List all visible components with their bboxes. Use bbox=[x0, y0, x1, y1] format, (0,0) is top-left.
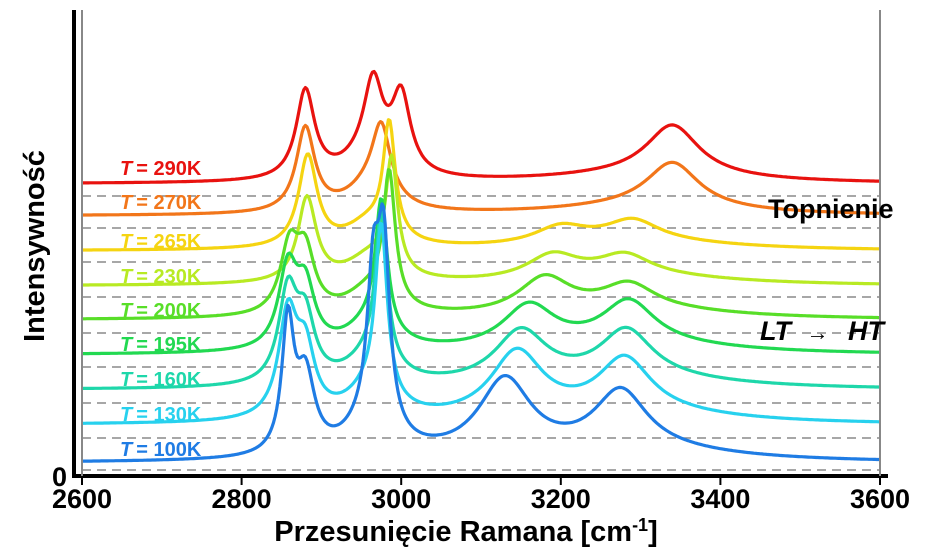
series-label-6: T = 160K bbox=[120, 369, 202, 391]
series-label-1: T = 270K bbox=[120, 192, 202, 214]
annotation-lt: LT bbox=[760, 316, 793, 346]
annotation-ht: HT bbox=[848, 316, 886, 346]
series-line-8 bbox=[81, 202, 880, 463]
series-label-5: T = 195K bbox=[120, 334, 202, 356]
series-label-7: T = 130K bbox=[120, 404, 202, 426]
series-label-value-2: = 265K bbox=[136, 231, 202, 253]
series-label-value-8: = 100K bbox=[136, 439, 202, 461]
series-line-4 bbox=[82, 168, 880, 321]
series-label-prefix-2: T bbox=[120, 231, 134, 253]
annotation-arrow: → bbox=[807, 320, 829, 345]
x-tick-label-1: 2800 bbox=[212, 484, 272, 514]
annotation-transition: LT → HT bbox=[760, 316, 887, 346]
annotation-melting: Topnienie bbox=[768, 194, 894, 224]
x-axis-title: Przesunięcie Ramana [cm-1] bbox=[274, 515, 658, 548]
series-label-2: T = 265K bbox=[120, 231, 202, 253]
series-label-prefix-0: T bbox=[120, 158, 134, 180]
series-label-prefix-3: T bbox=[120, 266, 134, 288]
x-tick-label-3: 3200 bbox=[531, 484, 591, 514]
series-line-1 bbox=[82, 120, 880, 217]
series-label-value-4: = 200K bbox=[136, 300, 202, 322]
series-label-value-5: = 195K bbox=[136, 334, 202, 356]
series-line-5 bbox=[82, 197, 881, 356]
series-label-value-3: = 230K bbox=[136, 266, 202, 288]
x-tick-label-5: 3600 bbox=[850, 484, 910, 514]
series-label-4: T = 200K bbox=[120, 300, 202, 322]
x-axis-title-suffix: ] bbox=[648, 516, 658, 548]
x-axis-title-sup: -1 bbox=[632, 515, 648, 535]
series-line-0 bbox=[82, 69, 881, 185]
x-tick-label-2: 3000 bbox=[371, 484, 431, 514]
series-line-7 bbox=[82, 221, 880, 425]
series-label-3: T = 230K bbox=[120, 266, 202, 288]
series-label-prefix-5: T bbox=[120, 334, 134, 356]
series-label-value-1: = 270K bbox=[136, 192, 202, 214]
series-label-value-0: = 290K bbox=[136, 158, 202, 180]
y-axis-title: Intensywność bbox=[19, 150, 51, 342]
y-zero-tick-label: 0 bbox=[52, 462, 67, 492]
series-label-8: T = 100K bbox=[120, 439, 202, 461]
series-line-3 bbox=[82, 153, 880, 287]
series-line-2 bbox=[82, 118, 880, 252]
x-axis-title-main: Przesunięcie Ramana [cm bbox=[274, 516, 632, 548]
baseline-grid bbox=[82, 195, 880, 471]
series-label-prefix-1: T bbox=[120, 192, 134, 214]
axes bbox=[72, 10, 888, 478]
x-ticks: 2600 2800 3000 3200 3400 3600 bbox=[52, 476, 910, 514]
series-label-value-7: = 130K bbox=[136, 404, 202, 426]
series-label-0: T = 290K bbox=[120, 158, 202, 180]
x-tick-label-4: 3400 bbox=[690, 484, 750, 514]
series-curves bbox=[81, 69, 881, 463]
series-label-prefix-6: T bbox=[120, 369, 134, 391]
series-label-prefix-8: T bbox=[120, 439, 134, 461]
series-label-prefix-4: T bbox=[120, 300, 134, 322]
series-label-prefix-7: T bbox=[120, 404, 134, 426]
x-tick-label-0: 2600 bbox=[52, 484, 112, 514]
series-label-value-6: = 160K bbox=[136, 369, 202, 391]
series-line-6 bbox=[81, 210, 881, 391]
